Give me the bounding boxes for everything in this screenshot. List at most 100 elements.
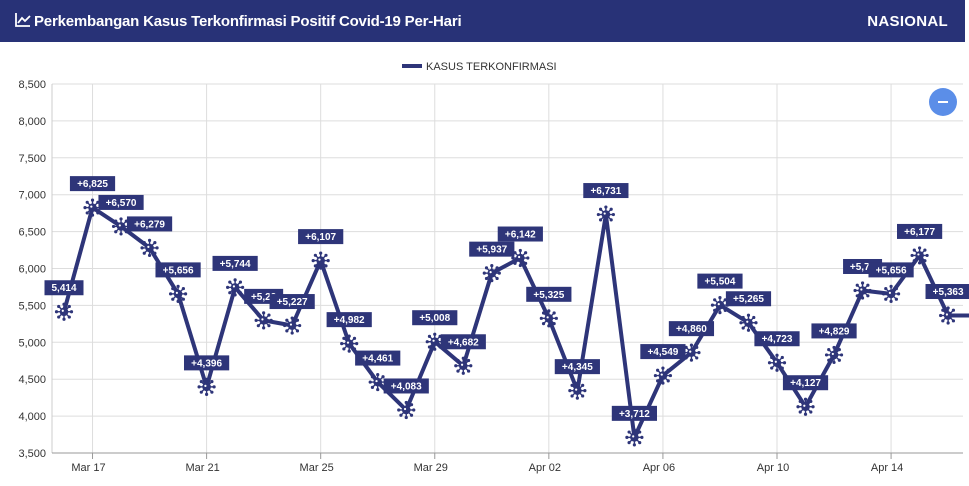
data-label: +6,825: [77, 179, 108, 190]
data-label-box: [326, 312, 372, 328]
data-label: +5,937: [476, 245, 507, 256]
virus-spike-tip: [604, 205, 608, 209]
virus-spike-tip: [181, 286, 185, 291]
virus-spot: [518, 255, 521, 259]
virus-spot: [460, 363, 464, 366]
virus-spike-tip: [775, 353, 779, 357]
virus-spike-tip: [90, 213, 95, 217]
data-label: +5,70: [850, 262, 876, 273]
x-tick-label: Mar 25: [300, 462, 334, 474]
virus-spike-tip: [661, 381, 665, 385]
data-label-box: [868, 262, 914, 278]
data-label: +6,107: [305, 232, 336, 243]
virus-spike-tip: [539, 316, 543, 320]
virus-spike-tip: [342, 347, 346, 351]
data-label: +5,744: [220, 259, 251, 270]
virus-body: [544, 314, 554, 323]
virus-spike-tip: [262, 326, 266, 330]
virus-spike-tip: [427, 334, 432, 339]
data-label: +4,682: [448, 337, 479, 348]
virus-spike-tip: [832, 360, 836, 365]
data-label-box: [554, 359, 600, 375]
virus-spike-tip: [147, 253, 152, 258]
y-tick-label: 5,000: [18, 337, 46, 349]
minus-icon[interactable]: [929, 88, 957, 116]
virus-body: [801, 402, 810, 412]
virus-spike-tip: [313, 264, 317, 268]
virus-marker: [54, 302, 74, 321]
data-label-box: [583, 183, 629, 199]
x-axis: Mar 17 Mar 21 Mar 25 Mar 29 Apr 02 Apr 06 Apr …: [52, 452, 963, 474]
virus-spike-tip: [710, 303, 715, 307]
data-label-box: [611, 405, 657, 421]
virus-spike-tip: [541, 311, 546, 315]
virus-spike-tip: [946, 306, 950, 310]
data-label-box: [298, 229, 344, 245]
x-tick-label: Mar 21: [185, 462, 219, 474]
virus-spot: [888, 291, 891, 294]
virus-body: [458, 361, 468, 371]
virus-spike-tip: [171, 297, 175, 301]
virus-marker: [939, 306, 958, 325]
virus-spot: [204, 384, 207, 387]
virus-spike-tip: [746, 328, 751, 332]
virus-marker: [197, 377, 216, 396]
virus-spike-tip: [153, 241, 157, 245]
virus-marker: [568, 381, 587, 400]
virus-spike-tip: [666, 368, 670, 372]
virus-marker: [140, 238, 159, 258]
virus-spike-tip: [798, 410, 802, 414]
virus-spike-tip: [923, 248, 927, 252]
virus-spike-tip: [552, 311, 556, 315]
virus-spike-tip: [83, 206, 87, 210]
virus-spike-tip: [923, 259, 927, 263]
virus-spike-tip: [484, 276, 489, 281]
virus-spike-tip: [238, 280, 243, 284]
data-label: +3,712: [619, 409, 650, 420]
virus-spike-tip: [803, 397, 808, 401]
virus-spike-tip: [625, 435, 629, 439]
virus-spike-tip: [918, 261, 922, 265]
virus-spike-tip: [627, 430, 631, 434]
virus-spike-tip: [939, 313, 943, 318]
virus-spike-tip: [256, 313, 260, 317]
virus-spike-tip: [114, 219, 118, 223]
data-label-box: [897, 223, 943, 239]
y-tick-label: 7,500: [18, 153, 46, 165]
virus-spike-tip: [324, 264, 328, 268]
virus-spike-tip: [352, 336, 357, 340]
data-label: +4,549: [647, 347, 678, 358]
virus-spike-tip: [640, 435, 644, 439]
virus-spot: [147, 245, 150, 249]
virus-spike-tip: [570, 394, 574, 398]
virus-spike-tip: [754, 321, 758, 325]
data-label-box: [811, 323, 857, 339]
virus-body: [601, 210, 611, 219]
virus-spike-tip: [518, 263, 522, 268]
virus-body: [316, 256, 325, 265]
virus-spot: [917, 253, 920, 256]
virus-spike-tip: [695, 356, 699, 360]
virus-spike-tip: [526, 256, 530, 260]
virus-spike-tip: [746, 313, 751, 317]
virus-spike-tip: [713, 308, 717, 313]
virus-spike-tip: [495, 276, 499, 281]
virus-spike-tip: [598, 207, 603, 211]
virus-spike-tip: [376, 387, 380, 392]
virus-body: [173, 289, 183, 299]
virus-spike-tip: [951, 308, 956, 312]
data-label: +6,142: [505, 230, 536, 241]
virus-spike-tip: [611, 212, 615, 217]
virus-spike-tip: [889, 284, 893, 288]
virus-spike-tip: [668, 373, 673, 378]
data-label-box: [98, 194, 144, 210]
data-label-box: [754, 331, 800, 347]
virus-spike-tip: [809, 410, 813, 414]
legend[interactable]: KASUS TERKONFIRMASI: [402, 61, 557, 73]
virus-spot: [289, 323, 293, 326]
virus-spike-tip: [67, 304, 71, 309]
data-label-box: [497, 226, 543, 242]
virus-spike-tip: [713, 298, 717, 302]
virus-spike-tip: [596, 212, 600, 217]
virus-spike-tip: [518, 248, 522, 253]
